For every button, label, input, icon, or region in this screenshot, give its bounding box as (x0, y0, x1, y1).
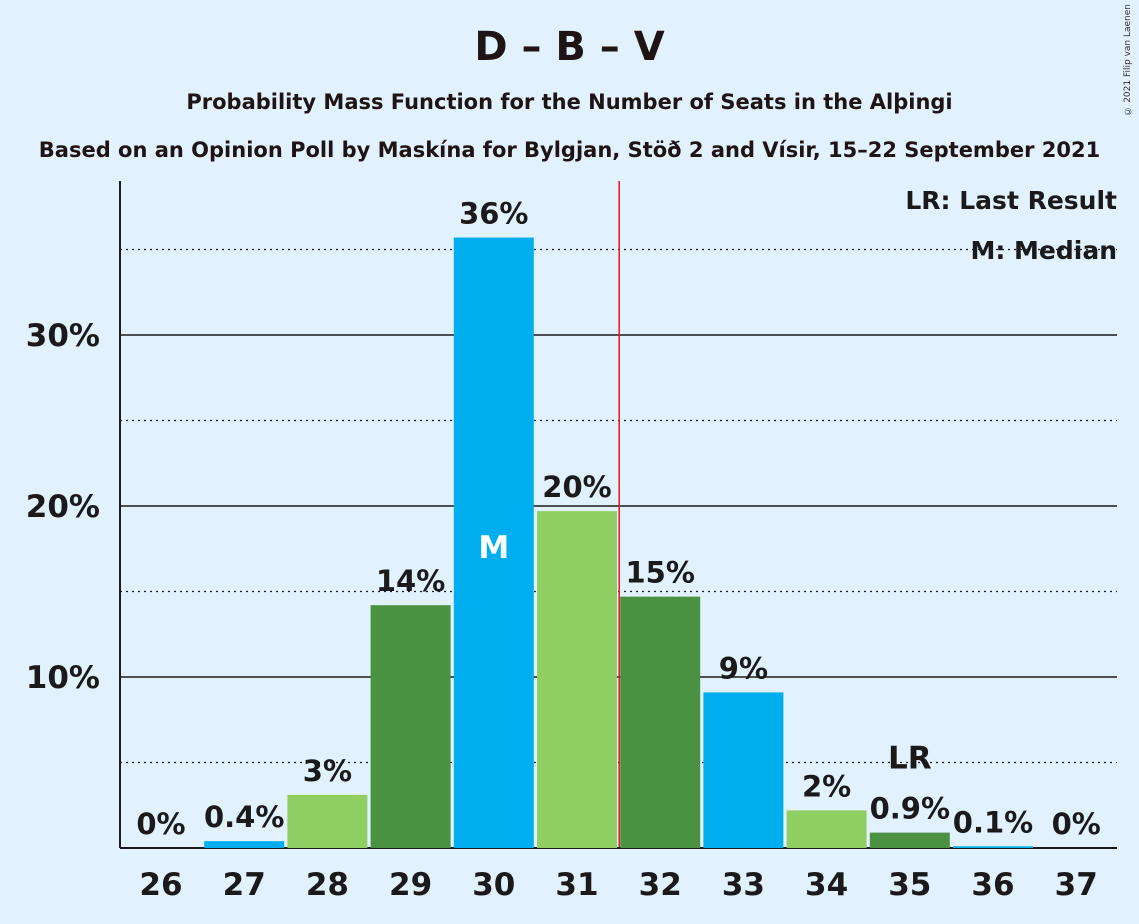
data-label-29: 14% (376, 564, 445, 598)
gridlines (119, 181, 1117, 849)
data-label-28: 3% (303, 754, 352, 788)
x-tick-label: 36 (971, 867, 1014, 903)
x-tick-label: 34 (805, 867, 848, 903)
bar-30 (453, 237, 534, 848)
x-tick-label: 31 (555, 867, 598, 903)
data-label-31: 20% (542, 470, 611, 504)
bar-27 (204, 841, 285, 848)
bar-36 (953, 846, 1033, 848)
data-label-37: 0% (1052, 807, 1101, 841)
x-tick-label: 30 (472, 867, 515, 903)
x-tick-label: 29 (389, 867, 432, 903)
chart-source: Based on an Opinion Poll by Maskína for … (38, 138, 1101, 162)
x-tick-label: 28 (306, 867, 349, 903)
x-tick-label: 27 (223, 867, 266, 903)
bar-31 (537, 511, 617, 848)
legend-last-result: LR: Last Result (905, 186, 1117, 215)
chart-title: D – B – V (474, 24, 665, 70)
y-tick-label: 30% (26, 318, 100, 354)
data-label-35: 0.9% (870, 792, 950, 826)
data-label-33: 9% (719, 651, 768, 685)
x-tick-labels: 26 27 28 29 30 31 32 33 34 35 36 37 (139, 867, 1097, 903)
x-tick-label: 32 (639, 867, 682, 903)
x-tick-label: 35 (888, 867, 931, 903)
data-label-36: 0.1% (953, 805, 1033, 839)
bar-33 (703, 692, 784, 848)
bar-35 (869, 832, 950, 848)
legend-median: M: Median (970, 236, 1117, 265)
x-tick-label: 37 (1055, 867, 1098, 903)
bar-34 (786, 810, 867, 848)
data-label-26: 0% (136, 807, 185, 841)
y-tick-label: 10% (26, 660, 100, 696)
median-marker: M (478, 530, 509, 566)
x-tick-label: 26 (139, 867, 182, 903)
data-label-32: 15% (625, 556, 694, 590)
bar-28 (287, 794, 368, 848)
last-result-marker: LR (888, 741, 932, 777)
x-tick-label: 33 (722, 867, 765, 903)
data-label-34: 2% (802, 769, 851, 803)
legend: LR: Last Result M: Median (905, 186, 1117, 265)
chart-subtitle: Probability Mass Function for the Number… (186, 90, 953, 114)
data-label-27: 0.4% (204, 800, 284, 834)
bars (204, 237, 1033, 848)
bar-32 (620, 596, 701, 848)
bar-29 (370, 605, 451, 848)
y-tick-labels: 10% 20% 30% (26, 318, 100, 696)
data-labels: 0% 0.4% 3% 14% 36% M 20% 15% 9% 2% 0.9% LR 0.1% 0% (136, 197, 1100, 841)
y-tick-label: 20% (26, 489, 100, 525)
data-label-30: 36% (459, 197, 528, 231)
